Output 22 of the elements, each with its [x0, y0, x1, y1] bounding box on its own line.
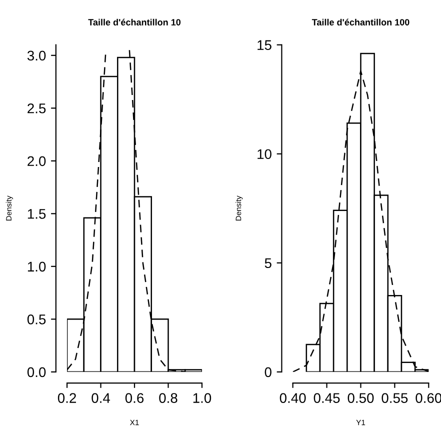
- y-tick-label: 1.0: [28, 262, 46, 272]
- y-tick-label: 0.0: [27, 367, 46, 378]
- x-tick-label: 1.0: [193, 393, 212, 403]
- x-tick-label: 0.55: [382, 393, 408, 403]
- x-tick-label: 0.40: [280, 393, 306, 403]
- x-tick-label: 0.2: [58, 393, 76, 403]
- y-tick-label: 0: [264, 367, 272, 378]
- y-tick-label: 0.5: [27, 314, 46, 324]
- x-tick-label: 0.45: [314, 393, 340, 403]
- y-tick-label: 10: [258, 149, 272, 160]
- chart-title: Taille d'échantillon 10: [88, 18, 181, 26]
- x-tick-label: 0.4: [92, 393, 110, 403]
- y-tick-label: 2.0: [28, 156, 46, 166]
- y-tick-label: 5: [264, 258, 272, 268]
- x-tick-label: 0.6: [125, 393, 144, 403]
- chart-title: Taille d'échantillon 100: [312, 18, 410, 26]
- y-tick-label: 3.0: [27, 50, 46, 61]
- y-tick-label: 1.5: [28, 209, 46, 219]
- y-tick-label: 15: [258, 40, 272, 50]
- y-tick-label: 2.5: [28, 103, 46, 114]
- x-tick-label: 0.50: [348, 393, 374, 403]
- x-tick-label: 0.8: [159, 393, 178, 403]
